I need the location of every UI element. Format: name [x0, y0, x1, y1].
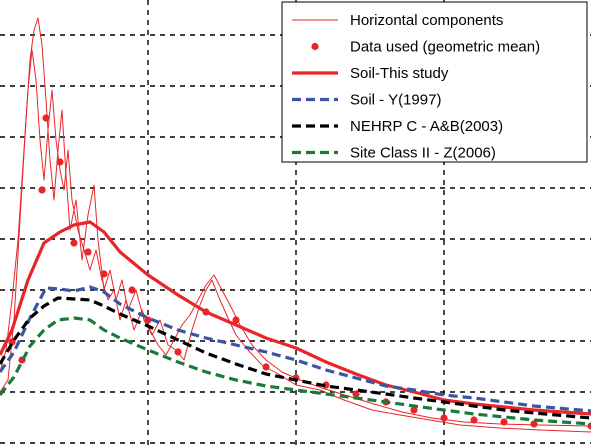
legend-label-4: NEHRP C - A&B(2003): [350, 118, 503, 135]
series-1-point-2: [38, 186, 46, 194]
series-1-point-18: [410, 406, 418, 414]
series-1-point-21: [500, 418, 508, 426]
series-1-point-20: [470, 416, 478, 424]
series-1-point-7: [100, 270, 108, 278]
series-1-point-3: [42, 114, 50, 122]
series-1-point-5: [70, 239, 78, 247]
legend-label-1: Data used (geometric mean): [350, 39, 540, 56]
series-1-point-19: [440, 414, 448, 422]
legend-label-5: Site Class II - Z(2006): [350, 145, 496, 162]
series-1-point-6: [84, 248, 92, 256]
series-3-line: [0, 285, 591, 413]
series-5-line: [0, 316, 591, 426]
legend-marker-1: [311, 42, 319, 51]
series-1-point-8: [128, 286, 136, 294]
series-1-point-13: [262, 363, 270, 371]
legend-label-2: Soil-This study: [350, 65, 449, 82]
series-4-line: [0, 296, 591, 420]
series-1-point-10: [174, 348, 182, 356]
legend-label-3: Soil - Y(1997): [350, 92, 441, 109]
series-1-point-12: [232, 316, 240, 324]
series-1-point-16: [352, 390, 360, 398]
series-1-point-22: [530, 420, 538, 428]
legend-label-0: Horizontal components: [350, 12, 503, 29]
legend-box: [281, 1, 588, 163]
series-1-point-9: [144, 316, 152, 324]
series-layer: [0, 17, 591, 433]
series-2-line: [0, 220, 591, 416]
legend-items: Horizontal components Data used (geometri…: [292, 12, 540, 162]
legend: Horizontal components Data used (geometri…: [281, 1, 588, 163]
series-1-point-4: [56, 158, 64, 166]
series-0-line-0: [0, 17, 591, 433]
